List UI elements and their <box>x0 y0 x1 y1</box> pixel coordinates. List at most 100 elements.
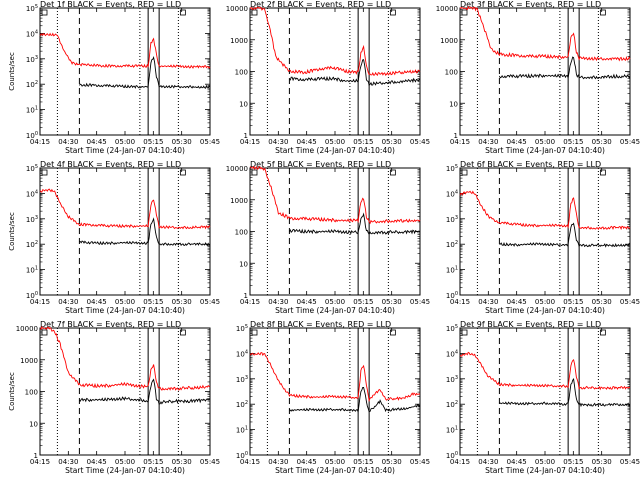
x-tick-label: 04:45 <box>297 298 317 306</box>
x-tick-label: 05:00 <box>535 458 555 466</box>
y-tick-label: 10000 <box>16 325 38 333</box>
y-tick-label: 100 <box>445 69 458 77</box>
y-tick-label: 105 <box>236 324 248 333</box>
x-axis-label: Start Time (24-Jan-07 04:10:40) <box>485 306 605 315</box>
x-tick-label: 05:30 <box>592 138 612 146</box>
y-tick-label: 100 <box>26 291 38 300</box>
x-tick-label: 05:30 <box>592 458 612 466</box>
x-tick-label: 04:30 <box>268 138 288 146</box>
chart-panel-5: Det 5f BLACK = Events, RED = LLD 04:15 04:… <box>226 160 430 315</box>
x-tick-label: 04:45 <box>507 298 527 306</box>
plot-frame <box>39 167 211 296</box>
y-tick-label: 1 <box>34 452 38 460</box>
y-tick-label: 100 <box>446 291 458 300</box>
chart-panel-3: Det 3f BLACK = Events, RED = LLD 04:15 04:… <box>436 0 640 155</box>
black-events-series <box>79 378 211 405</box>
y-tick-label: 1000 <box>230 37 248 45</box>
x-tick-label: 04:30 <box>268 458 288 466</box>
plot-frame <box>249 167 421 296</box>
x-tick-label: 04:30 <box>478 298 498 306</box>
corner-marker-right <box>599 169 606 176</box>
x-tick-label: 05:00 <box>535 298 555 306</box>
y-tick-label: 100 <box>235 229 248 237</box>
x-tick-label: 05:30 <box>382 458 402 466</box>
corner-marker-left <box>461 329 468 336</box>
plot-frame <box>249 7 421 136</box>
x-tick-label: 04:15 <box>30 138 50 146</box>
x-axis-label: Start Time (24-Jan-07 04:10:40) <box>275 306 395 315</box>
chart-panel-7: Det 7f BLACK = Events, RED = LLD 04:15 04:… <box>8 320 220 475</box>
y-tick-label: 103 <box>446 375 458 384</box>
x-tick-label: 05:15 <box>563 458 583 466</box>
red-lld-series <box>459 190 631 231</box>
black-events-series <box>498 56 631 80</box>
x-tick-label: 05:30 <box>592 298 612 306</box>
x-tick-label: 05:45 <box>200 298 220 306</box>
x-tick-label: 05:45 <box>410 458 430 466</box>
x-tick-label: 04:45 <box>87 298 107 306</box>
x-tick-label: 05:45 <box>410 138 430 146</box>
y-tick-label: 102 <box>446 240 458 249</box>
y-tick-label: 104 <box>236 349 248 358</box>
y-tick-label: 104 <box>446 349 458 358</box>
x-tick-label: 04:45 <box>87 458 107 466</box>
corner-marker-left <box>251 9 258 16</box>
x-tick-label: 05:00 <box>115 298 135 306</box>
x-tick-label: 05:30 <box>172 458 192 466</box>
y-tick-label: 1000 <box>20 357 38 365</box>
x-tick-label: 05:30 <box>382 138 402 146</box>
x-tick-label: 05:00 <box>535 138 555 146</box>
y-tick-label: 102 <box>446 400 458 409</box>
y-tick-label: 10000 <box>226 165 248 173</box>
corner-marker-right <box>179 9 186 16</box>
chart-title: Det 8f BLACK = Events, RED = LLD <box>250 320 391 329</box>
corner-marker-left <box>251 169 258 176</box>
x-tick-label: 05:15 <box>143 458 163 466</box>
x-tick-label: 04:30 <box>58 458 78 466</box>
x-tick-label: 05:15 <box>563 298 583 306</box>
x-tick-label: 05:45 <box>410 298 430 306</box>
y-tick-label: 1000 <box>230 197 248 205</box>
chart-panel-6: Det 6f BLACK = Events, RED = LLD 04:15 04:… <box>446 160 640 315</box>
x-axis-label: Start Time (24-Jan-07 04:10:40) <box>65 306 185 315</box>
x-tick-label: 04:15 <box>240 458 260 466</box>
red-lld-series <box>249 352 421 403</box>
x-tick-label: 04:45 <box>297 138 317 146</box>
red-lld-series <box>249 6 421 76</box>
x-tick-label: 05:15 <box>563 138 583 146</box>
red-lld-series <box>39 188 211 230</box>
y-tick-label: 101 <box>26 106 38 115</box>
black-events-series <box>289 59 421 87</box>
y-tick-label: 102 <box>26 80 38 89</box>
x-tick-label: 05:15 <box>353 458 373 466</box>
x-tick-label: 05:30 <box>172 138 192 146</box>
corner-marker-right <box>599 9 606 16</box>
y-tick-label: 100 <box>446 451 458 460</box>
x-axis-label: Start Time (24-Jan-07 04:10:40) <box>275 146 395 155</box>
y-tick-label: 104 <box>26 29 38 38</box>
x-tick-label: 05:15 <box>353 298 373 306</box>
x-tick-label: 05:45 <box>200 458 220 466</box>
chart-panel-8: Det 8f BLACK = Events, RED = LLD 04:15 04:… <box>236 320 430 475</box>
y-tick-label: 105 <box>446 164 458 173</box>
y-tick-label: 100 <box>235 69 248 77</box>
x-tick-label: 04:15 <box>450 138 470 146</box>
x-tick-label: 05:00 <box>115 458 135 466</box>
y-tick-label: 105 <box>446 324 458 333</box>
y-tick-label: 10 <box>29 420 38 428</box>
y-tick-label: 1 <box>244 292 248 300</box>
y-axis-label: Counts/sec <box>8 212 16 251</box>
x-tick-label: 04:30 <box>478 138 498 146</box>
chart-panel-9: Det 9f BLACK = Events, RED = LLD 04:15 04:… <box>446 320 640 475</box>
x-tick-label: 04:15 <box>450 298 470 306</box>
y-tick-label: 102 <box>26 240 38 249</box>
x-tick-label: 04:15 <box>30 458 50 466</box>
corner-marker-right <box>389 9 396 16</box>
x-tick-label: 05:45 <box>620 458 640 466</box>
y-axis-label: Counts/sec <box>8 372 16 411</box>
red-lld-series <box>459 5 631 62</box>
x-axis-label: Start Time (24-Jan-07 04:10:40) <box>485 146 605 155</box>
y-tick-label: 101 <box>236 426 248 435</box>
chart-panel-4: Det 4f BLACK = Events, RED = LLD 04:15 04:… <box>8 160 220 315</box>
